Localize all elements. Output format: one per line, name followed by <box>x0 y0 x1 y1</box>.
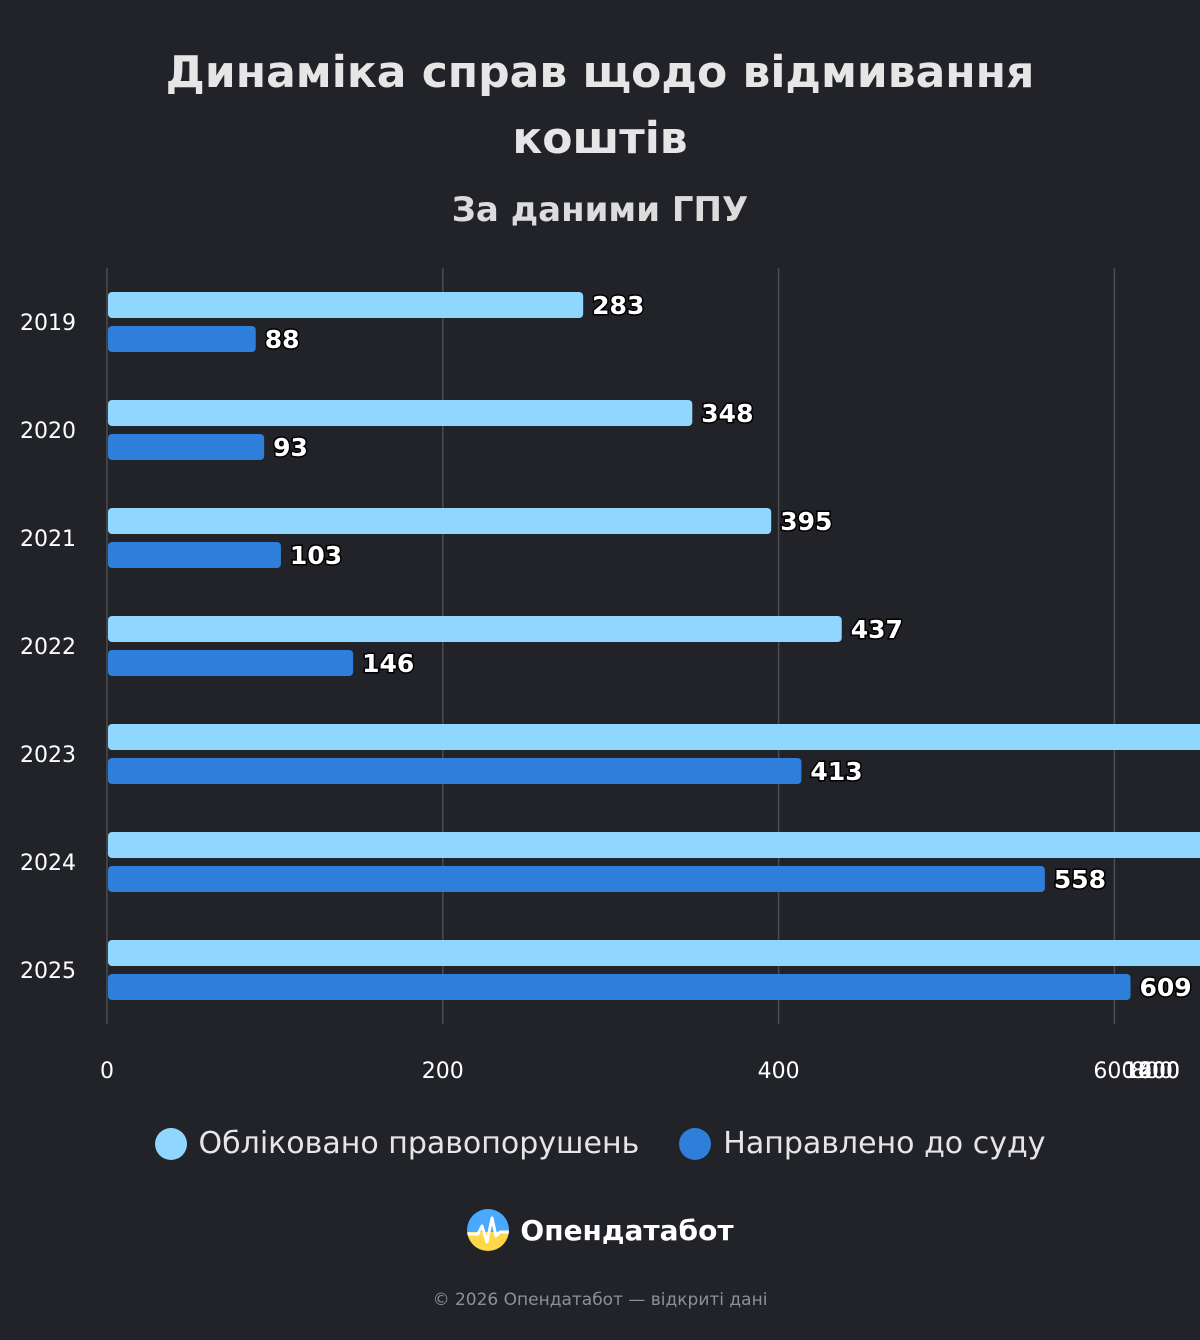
data-label: 437 <box>851 615 903 644</box>
brand-name: Опендатабот <box>520 1213 734 1247</box>
x-tick-label: 600 <box>1093 1059 1135 1084</box>
data-label: 413 <box>810 757 862 786</box>
x-tick-label: 800 <box>1131 1059 1173 1084</box>
data-label: 88 <box>265 325 300 354</box>
legend-item-court[interactable]: Направлено до суду <box>679 1126 1045 1161</box>
data-label: 93 <box>273 433 308 462</box>
data-label: 348 <box>701 399 753 428</box>
bar-court[interactable] <box>108 758 802 784</box>
bar-recorded[interactable] <box>108 508 772 534</box>
bar-court[interactable] <box>108 434 265 460</box>
category-label: 2021 <box>20 527 76 552</box>
bar-court[interactable] <box>108 866 1045 892</box>
x-tick-label: 400 <box>758 1059 800 1084</box>
legend-label-court: Направлено до суду <box>723 1126 1046 1161</box>
legend-label-recorded: Обліковано правопорушень <box>198 1126 640 1161</box>
brand: Опендатабот <box>0 1208 1200 1252</box>
x-tick-label: 1600 <box>1124 1059 1180 1084</box>
data-label: 103 <box>290 541 342 570</box>
category-label: 2025 <box>20 959 76 984</box>
bar-recorded[interactable] <box>108 940 1200 966</box>
legend-dot-recorded-icon <box>154 1127 187 1160</box>
category-label: 2019 <box>20 311 76 336</box>
data-label: 395 <box>780 507 832 536</box>
bars <box>108 292 1200 1000</box>
x-tick-label: 1400 <box>1124 1059 1180 1084</box>
legend: Обліковано правопорушень Направлено до с… <box>0 1126 1200 1161</box>
category-label: 2023 <box>20 743 76 768</box>
x-tick-label: 200 <box>422 1059 464 1084</box>
x-tick-label: 0 <box>100 1059 114 1084</box>
category-label: 2022 <box>20 635 76 660</box>
bar-recorded[interactable] <box>108 292 584 318</box>
bar-recorded[interactable] <box>108 616 842 642</box>
chart-title: Динаміка справ щодо відмивання коштів <box>165 47 1035 164</box>
data-label: 558 <box>1054 865 1106 894</box>
bar-court[interactable] <box>108 974 1131 1000</box>
footer-text: © 2026 Опендатабот — відкриті дані <box>432 1290 768 1310</box>
bar-recorded[interactable] <box>108 400 693 426</box>
data-label: 283 <box>592 291 644 320</box>
x-tick-label: 1000 <box>1124 1059 1180 1084</box>
bar-court[interactable] <box>108 542 281 568</box>
category-label: 2020 <box>20 419 76 444</box>
opendatabot-logo-icon <box>467 1209 510 1251</box>
category-label: 2024 <box>20 851 76 876</box>
data-labels: 28388348933951034371469694131 1325581 34… <box>263 290 1193 1004</box>
bar-court[interactable] <box>108 650 354 676</box>
chart-subtitle: За даними ГПУ <box>451 190 749 230</box>
bar-chart: 2019 2020 2021 2022 2023 2024 2025 283 88 348 93 3… <box>20 268 1200 1084</box>
x-tick-label: 1200 <box>1124 1059 1180 1084</box>
legend-item-recorded[interactable]: Обліковано правопорушень <box>154 1126 640 1161</box>
bar-recorded[interactable] <box>108 724 1200 750</box>
grid-lines <box>106 268 1116 1024</box>
data-label: 146 <box>362 649 414 678</box>
bar-court[interactable] <box>108 326 256 352</box>
data-label: 609 <box>1140 973 1192 1002</box>
bar-recorded[interactable] <box>108 832 1200 858</box>
category-labels: 2019 2020 2021 2022 2023 2024 2025 <box>20 311 76 984</box>
legend-dot-court-icon <box>679 1127 712 1160</box>
